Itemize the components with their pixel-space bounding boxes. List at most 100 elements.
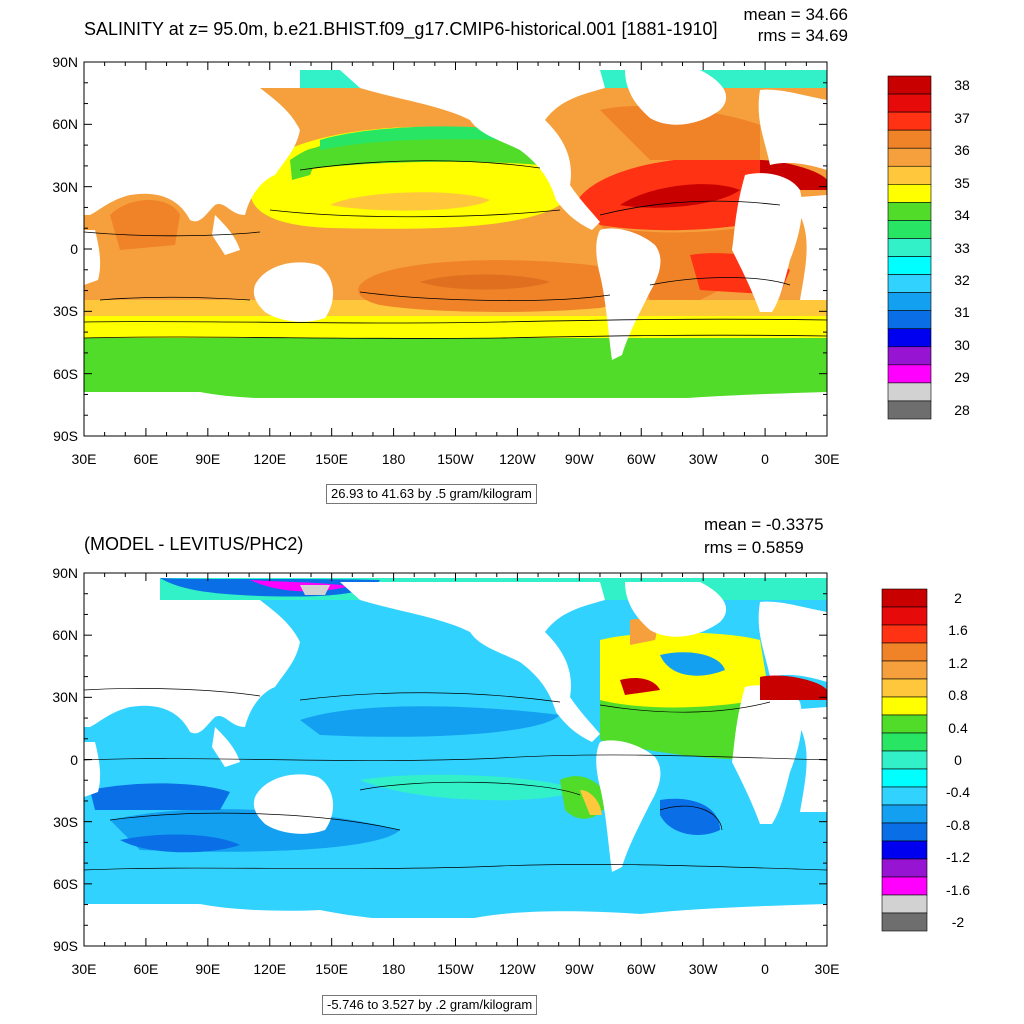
- lat-tick-label: 30N: [52, 689, 78, 706]
- lon-tick-label: 30E: [814, 961, 840, 977]
- colorbar-label: 2: [954, 590, 962, 606]
- colorbar-label: 34: [954, 207, 970, 223]
- colorbar-label: 0: [954, 752, 962, 768]
- top-npacific-core: [330, 192, 490, 211]
- bottom-mean-text: mean = -0.3375: [704, 515, 824, 534]
- lat-tick-label: 30S: [53, 813, 78, 830]
- top-spacific-core: [420, 274, 550, 290]
- lon-tick-label: 90E: [195, 451, 221, 467]
- colorbar-box: [881, 822, 928, 842]
- lon-tick-label: 30E: [71, 961, 97, 977]
- lon-tick-label: 180: [381, 451, 406, 467]
- colorbar-box: [881, 624, 928, 644]
- bottom-map-panel: [84, 573, 827, 946]
- colorbar-box: [881, 768, 928, 788]
- colorbar-box: [881, 588, 928, 608]
- bottom-axis-ticks: [83, 572, 828, 947]
- bottom-npacific-neg: [300, 706, 560, 737]
- lon-tick-label: 0: [761, 451, 769, 467]
- colorbar-box: [881, 606, 928, 626]
- colorbar-label: 36: [954, 142, 970, 159]
- colorbar-box: [881, 714, 928, 734]
- top-map-panel: [84, 62, 827, 436]
- colorbar-box: [887, 382, 932, 402]
- bottom-gulfstream-pos: [620, 678, 660, 695]
- top-contour-info: 26.93 to 41.63 by .5 gram/kilogram: [326, 484, 537, 504]
- top-okhotsk: [290, 148, 320, 180]
- top-contours: [84, 160, 827, 339]
- top-colorbar: [887, 75, 932, 420]
- bottom-contour-info: -5.746 to 3.527 by .2 gram/kilogram: [322, 995, 538, 1015]
- colorbar-box: [881, 678, 928, 698]
- top-rms-text: rms = 34.69: [757, 26, 848, 45]
- bottom-rms-text: rms = 0.5859: [704, 538, 804, 557]
- colorbar-box: [881, 840, 928, 860]
- lon-tick-label: 30W: [688, 451, 718, 467]
- colorbar-box: [881, 696, 928, 716]
- lat-tick-label: 0: [70, 751, 78, 768]
- top-southern-ocean: [84, 338, 827, 398]
- lat-tick-label: 60N: [52, 116, 78, 133]
- bottom-southern-neg: [120, 834, 240, 853]
- colorbar-box: [881, 804, 928, 824]
- lat-tick-label: 90S: [53, 938, 78, 954]
- colorbar-box: [887, 400, 932, 420]
- colorbar-box: [887, 238, 932, 257]
- colorbar-label: -2: [951, 914, 965, 930]
- lon-tick-label: 150W: [437, 451, 474, 467]
- colorbar-box: [887, 184, 932, 203]
- colorbar-label: 28: [954, 401, 970, 418]
- top-panel-title: SALINITY at z= 95.0m, b.e21.BHIST.f09_g1…: [84, 19, 718, 39]
- colorbar-box: [881, 786, 928, 806]
- colorbar-box: [887, 165, 932, 185]
- top-arabian-sea: [110, 200, 180, 250]
- colorbar-box: [887, 328, 932, 348]
- colorbar-box: [887, 310, 932, 330]
- lon-tick-label: 0: [761, 961, 769, 977]
- top-axis-ticks: [83, 61, 828, 437]
- colorbar-label: 32: [954, 271, 970, 288]
- top-natlantic-core: [620, 184, 740, 208]
- lon-tick-label: 90W: [564, 451, 594, 467]
- lon-tick-label: 180: [381, 961, 406, 977]
- bottom-mediterranean: [760, 675, 827, 700]
- colorbar-box: [887, 292, 932, 311]
- colorbar-box: [887, 93, 932, 113]
- colorbar-box: [887, 274, 932, 293]
- top-nordic-field: [600, 105, 760, 160]
- colorbar-box: [887, 346, 932, 366]
- top-mean-text: mean = 34.66: [743, 5, 848, 24]
- colorbar-box: [881, 876, 928, 896]
- colorbar-label: 33: [954, 239, 970, 256]
- lon-tick-label: 60E: [133, 451, 159, 467]
- lon-tick-label: 60W: [626, 961, 656, 977]
- bottom-tropical-atlantic: [600, 700, 760, 760]
- lon-tick-label: 90W: [564, 961, 594, 977]
- lon-tick-label: 150E: [315, 451, 348, 467]
- colorbar-label: -0.8: [945, 816, 971, 833]
- colorbar-box: [881, 642, 928, 662]
- bottom-panel-title: (MODEL - LEVITUS/PHC2): [84, 534, 304, 554]
- colorbar-box: [887, 75, 932, 95]
- lat-tick-label: 90N: [52, 54, 78, 70]
- colorbar-box: [887, 256, 932, 275]
- colorbar-box: [881, 894, 928, 914]
- colorbar-box: [887, 111, 932, 131]
- lon-tick-label: 120W: [499, 961, 536, 977]
- lat-tick-label: 60S: [53, 365, 78, 382]
- bottom-peru-core: [580, 790, 602, 815]
- lat-tick-label: 30S: [53, 303, 78, 320]
- colorbar-label: 1.6: [948, 622, 968, 639]
- colorbar-label: 31: [954, 304, 970, 321]
- lon-tick-label: 90E: [195, 961, 221, 977]
- lon-tick-label: 60E: [133, 961, 159, 977]
- colorbar-box: [881, 732, 928, 752]
- lat-tick-label: 60S: [53, 875, 78, 892]
- lon-tick-label: 60W: [626, 451, 656, 467]
- top-npacific-green2: [320, 126, 510, 150]
- bottom-indian-neg: [90, 783, 230, 810]
- bottom-natlantic-neg: [660, 652, 725, 676]
- colorbar-box: [887, 147, 932, 167]
- bottom-satlantic-neg: [660, 798, 720, 835]
- lat-tick-label: 0: [70, 241, 78, 257]
